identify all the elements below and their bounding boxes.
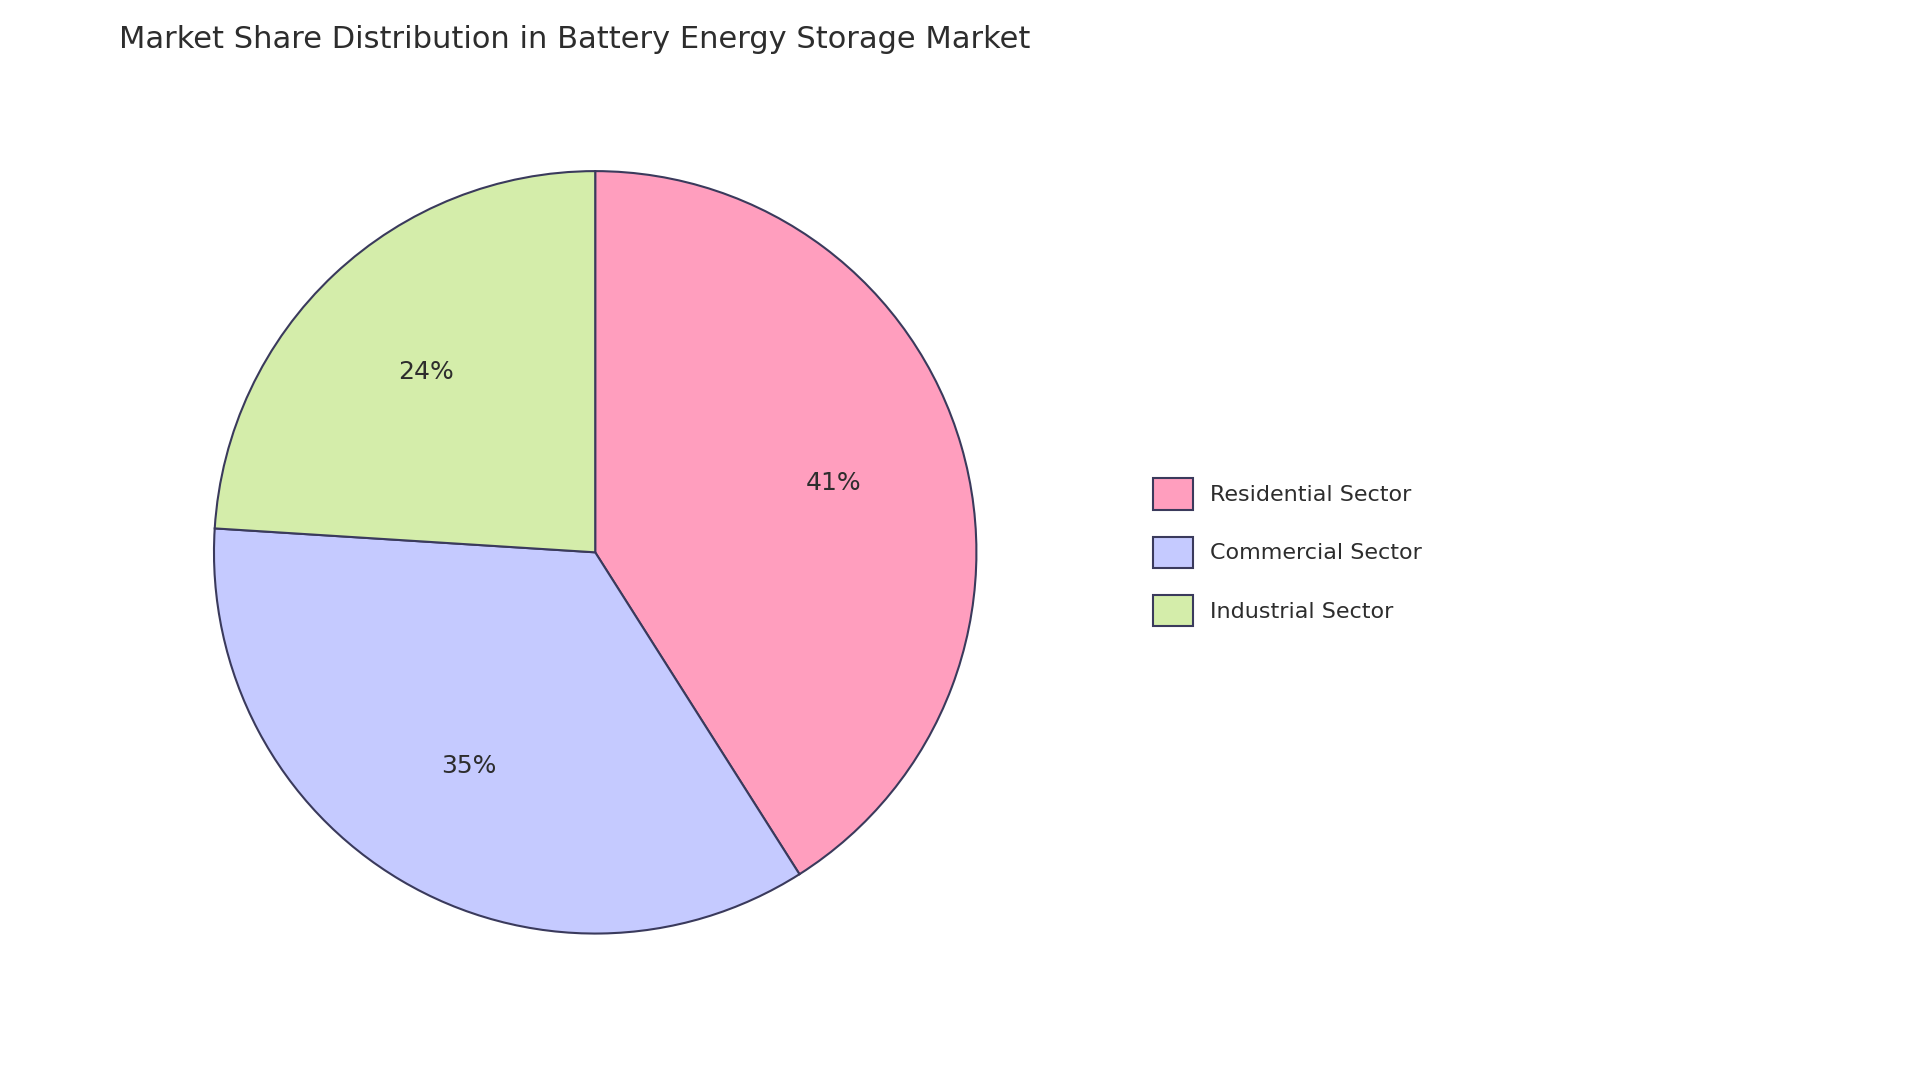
Wedge shape — [215, 171, 595, 552]
Text: Market Share Distribution in Battery Energy Storage Market: Market Share Distribution in Battery Ene… — [119, 25, 1029, 54]
Wedge shape — [595, 171, 977, 874]
Text: 41%: 41% — [804, 471, 860, 495]
Text: 35%: 35% — [442, 754, 497, 778]
Wedge shape — [213, 529, 799, 934]
Text: 24%: 24% — [397, 360, 453, 383]
Legend: Residential Sector, Commercial Sector, Industrial Sector: Residential Sector, Commercial Sector, I… — [1131, 456, 1444, 649]
